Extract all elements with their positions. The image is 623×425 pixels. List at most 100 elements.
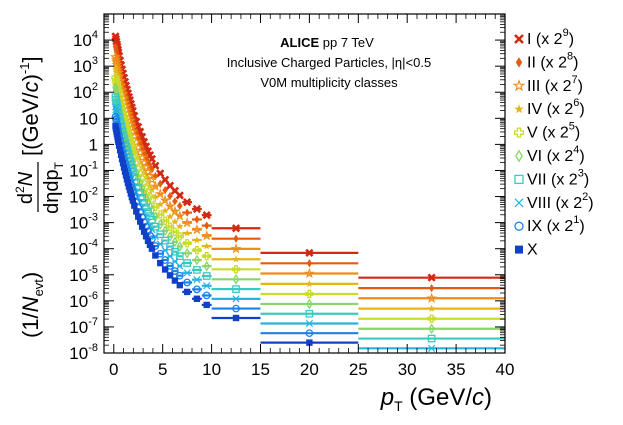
data-point: [112, 65, 120, 74]
data-point: [203, 301, 210, 309]
legend-marker: [514, 198, 524, 208]
data-point: [156, 210, 165, 219]
data-point: [140, 228, 148, 235]
data-point: [166, 242, 174, 251]
data-point: [148, 185, 156, 194]
data-point: [152, 252, 159, 259]
data-point: [144, 237, 152, 245]
data-point: [159, 194, 171, 205]
legend-item-VII: VII (x 23): [514, 167, 589, 188]
data-point: [175, 222, 184, 230]
legend-label: III (x 27): [527, 74, 583, 95]
legend-marker: [514, 221, 524, 231]
data-point: [136, 151, 148, 163]
data-point: [131, 202, 138, 209]
data-point: [183, 288, 191, 296]
data-point: [176, 281, 183, 289]
data-point: [193, 285, 201, 294]
legend-label: VI (x 24): [527, 144, 585, 165]
data-point: [161, 206, 169, 214]
data-point: [161, 225, 169, 237]
data-point: [160, 216, 170, 225]
data-point: [232, 295, 240, 303]
data-point: [193, 254, 201, 266]
data-point: [427, 314, 436, 323]
y-tick-label: 10-2: [69, 186, 98, 207]
data-point: [202, 211, 211, 220]
y-axis-title-numerator: d2N: [13, 171, 37, 204]
legend-label: IX (x 21): [527, 214, 585, 235]
y-tick-label: 104: [73, 29, 98, 50]
data-point: [115, 142, 123, 149]
data-point: [191, 223, 203, 235]
data-point: [233, 234, 239, 243]
legend-item-VIII: VIII (x 22): [514, 191, 594, 212]
legend-marker: [514, 34, 524, 44]
data-point: [142, 233, 150, 240]
data-point: [164, 200, 176, 211]
y-tick-label: 10: [79, 109, 98, 128]
legend-item-VI: VI (x 24): [515, 144, 585, 165]
data-point: [157, 259, 164, 267]
data-point: [146, 241, 154, 249]
data-point: [305, 289, 314, 299]
data-point: [119, 159, 127, 167]
data-point: [426, 292, 438, 303]
data-point: [176, 241, 184, 252]
data-point: [140, 161, 152, 172]
data-point: [167, 191, 173, 201]
legend-marker: [514, 174, 524, 185]
data-point: [175, 232, 184, 241]
data-point: [183, 259, 191, 267]
y-tick-label: 10-4: [69, 238, 98, 259]
legend-item-IX: IX (x 21): [514, 214, 585, 235]
legend-marker: [515, 149, 523, 163]
data-point: [306, 339, 313, 346]
data-point: [157, 179, 163, 188]
legend-label: IV (x 26): [527, 97, 585, 118]
data-point: [151, 192, 160, 200]
data-point: [144, 170, 156, 181]
legend-item-III: III (x 27): [512, 74, 583, 95]
y-tick-label: 102: [73, 81, 98, 102]
data-point: [111, 63, 120, 71]
data-point: [116, 146, 124, 154]
plot-frame: [103, 13, 506, 354]
data-point: [427, 304, 436, 312]
x-axis-title-unit: (GeV/: [403, 384, 473, 411]
data-point: [201, 230, 213, 241]
data-point: [117, 151, 125, 158]
data-point: [193, 266, 201, 274]
data-point: [138, 223, 146, 230]
data-point: [232, 285, 240, 293]
data-point: [128, 193, 136, 201]
data-point: [176, 262, 184, 270]
legend: I (x 29)II (x 28) III (x 27)IV (x 26) V (x…: [512, 27, 594, 259]
data-point: [127, 190, 135, 197]
data-point: [142, 166, 154, 177]
data-point: [427, 334, 436, 343]
data-point: [192, 245, 202, 255]
data-point: [305, 248, 314, 257]
y-tick-label: 10-1: [69, 159, 98, 180]
y-tick-label: 1: [89, 135, 98, 154]
data-point: [138, 156, 150, 168]
legend-item-I: I (x 29): [514, 27, 574, 48]
axis-ticks: 0 5 10 15 20 25 30 35 40 10-8 10-7 10-6 10-5 10-4 10-3…: [69, 14, 514, 379]
note-line-3: V0M multiplicity classes: [260, 75, 398, 90]
y-axis-title-denominator: dηdpT: [41, 161, 66, 214]
data-point: [133, 208, 140, 215]
data-point: [171, 247, 179, 256]
data-point: [156, 169, 165, 178]
data-point: [120, 164, 128, 171]
x-tick-label: 30: [398, 360, 417, 379]
data-point: [303, 267, 315, 279]
note-line-1: ALICE pp 7 TeV: [280, 35, 374, 50]
data-point: [143, 187, 153, 197]
data-point: [202, 252, 211, 261]
x-tick-label: 5: [158, 360, 167, 379]
data-point: [166, 231, 174, 243]
data-point: [129, 197, 137, 204]
data-point: [428, 323, 435, 335]
data-point: [166, 272, 174, 279]
